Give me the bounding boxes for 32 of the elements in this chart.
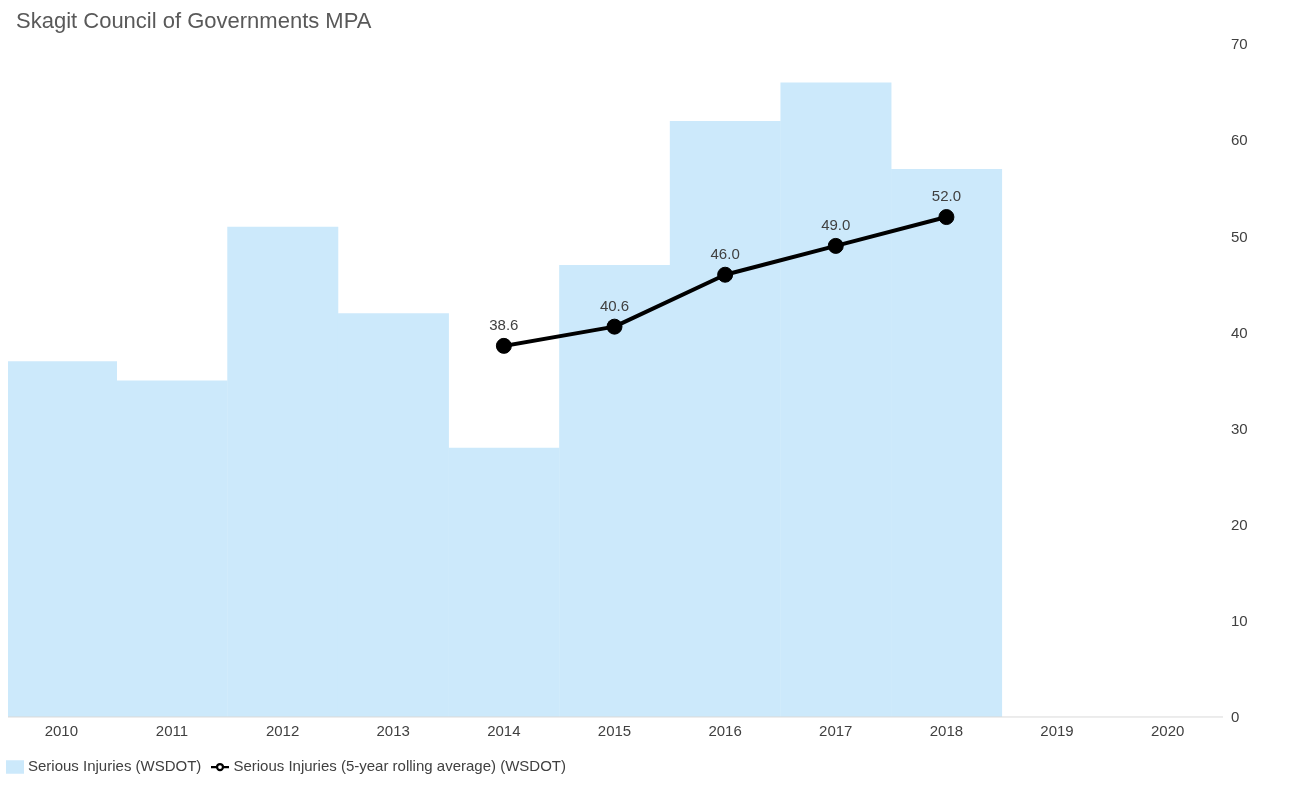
point <box>827 237 844 254</box>
x-tick-label: 2019 <box>1040 721 1074 739</box>
legend-label: Serious Injuries (5-year rolling average) (WSDOT) <box>233 756 566 774</box>
x-tick-label: 2014 <box>487 721 521 739</box>
point <box>938 209 955 226</box>
x-tick-label: 2016 <box>708 721 742 739</box>
point <box>717 266 734 283</box>
x-tick-label: 2013 <box>376 721 410 739</box>
x-tick-label: 2020 <box>1150 721 1185 739</box>
x-tick-label: 2010 <box>44 721 79 739</box>
x-tick-label: 2015 <box>597 721 632 739</box>
y-tick-label: 30 <box>1231 419 1248 437</box>
data-label: 40.6 <box>599 296 630 314</box>
y-tick-label: 20 <box>1231 516 1248 534</box>
y-tick-label: 50 <box>1231 227 1248 245</box>
x-tick-label: 2017 <box>819 721 853 739</box>
data-label: 46.0 <box>710 244 740 262</box>
legend-label: Serious Injuries (WSDOT) <box>28 756 202 774</box>
chart-title: Skagit Council of Governments MPA <box>16 8 372 34</box>
x-tick-label: 2011 <box>155 721 189 739</box>
data-label: 52.0 <box>931 187 962 205</box>
y-tick-label: 70 <box>1231 35 1248 53</box>
point <box>606 318 623 335</box>
y-tick-label: 60 <box>1231 131 1248 149</box>
x-tick-label: 2012 <box>265 721 300 739</box>
data-label: 38.6 <box>489 315 519 333</box>
y-tick-label: 10 <box>1231 612 1248 630</box>
x-tick-label: 2018 <box>929 721 964 739</box>
y-tick-label: 40 <box>1231 323 1248 341</box>
y-tick-label: 0 <box>1231 708 1240 726</box>
point <box>495 337 512 354</box>
data-label: 49.0 <box>821 215 851 233</box>
